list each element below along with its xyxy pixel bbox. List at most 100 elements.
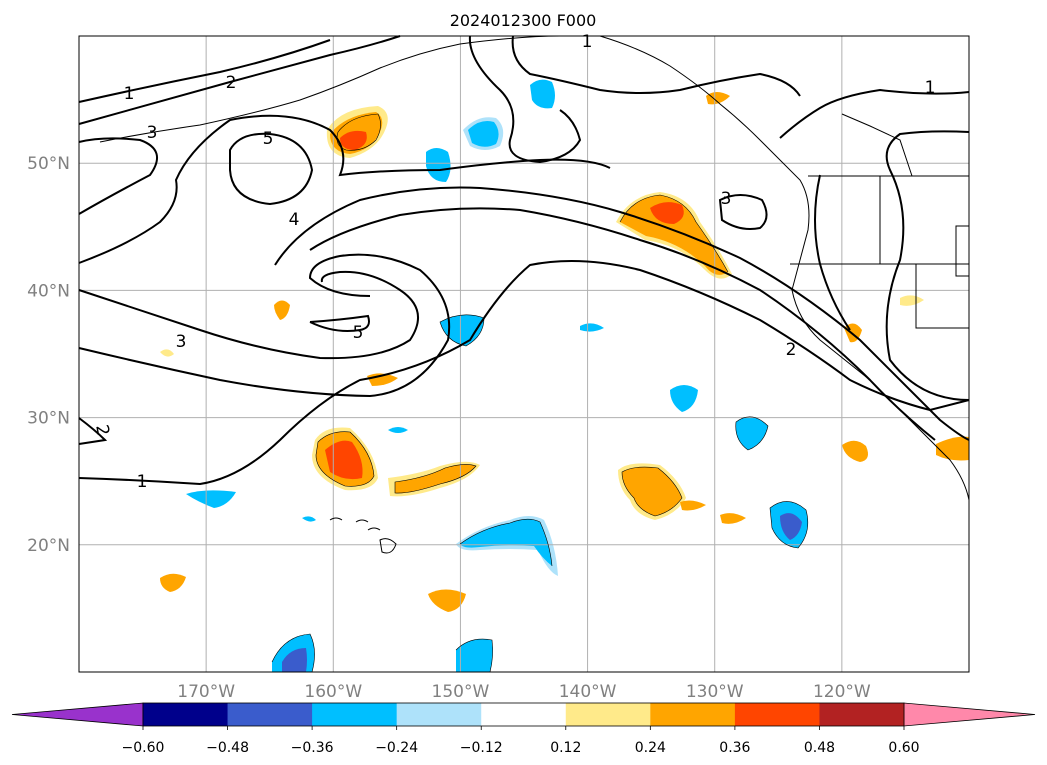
contour-line xyxy=(229,132,314,206)
contour-line xyxy=(814,174,851,331)
colorbar: −0.60 −0.48 −0.36 −0.24 −0.12 0.12 0.24 0.36 0.4… xyxy=(11,702,1036,756)
colorbar-tick-label: −0.48 xyxy=(206,740,249,756)
contour-label: 3 xyxy=(176,332,187,352)
colorbar-swatch xyxy=(312,703,398,726)
contour-label: 3 xyxy=(147,123,158,143)
contour-line xyxy=(779,88,970,139)
contour-label: 1 xyxy=(124,84,135,104)
graticule xyxy=(79,36,969,672)
cold-anomaly-patch xyxy=(186,490,236,508)
colorbar-swatch xyxy=(143,703,229,726)
longitude-label: 150°W xyxy=(432,682,490,702)
cold-anomaly-patch xyxy=(780,513,802,540)
map-plot: 1 2 3 5 4 3 5 1 2 3 2 1 1 xyxy=(78,32,970,673)
contour-line xyxy=(309,314,370,332)
map-frame xyxy=(78,35,970,673)
contour-line xyxy=(78,39,331,103)
colorbar-swatch xyxy=(481,703,567,726)
colorbar-tick-label: −0.60 xyxy=(122,740,165,756)
cold-anomaly-patch xyxy=(426,148,451,182)
warm-anomaly-patch xyxy=(160,349,174,357)
cold-anomaly-patch xyxy=(456,639,493,672)
colorbar-swatch xyxy=(227,703,313,726)
warm-anomaly-patch xyxy=(274,300,290,320)
colorbar-swatch xyxy=(819,703,905,726)
longitude-label: 160°W xyxy=(304,682,362,702)
contour-line xyxy=(309,207,936,441)
warm-anomaly-patch xyxy=(680,500,706,511)
cold-anomaly-patch xyxy=(468,121,499,147)
anomaly-outlines xyxy=(271,113,809,673)
longitude-label: 130°W xyxy=(686,682,744,702)
contour-line xyxy=(78,35,401,125)
colorbar-tick-label: 0.24 xyxy=(635,740,666,756)
warm-anomaly-patch xyxy=(842,440,868,462)
cold-anomaly-patch xyxy=(302,516,316,522)
contour-line xyxy=(885,130,970,401)
colorbar-swatch xyxy=(734,703,820,726)
colorbar-tick-label: 0.60 xyxy=(888,740,919,756)
colorbar-swatch xyxy=(650,703,736,726)
contour-label: 1 xyxy=(137,472,148,492)
colorbar-tick-label: 0.36 xyxy=(719,740,750,756)
longitude-labels: 170°W 160°W 150°W 140°W 130°W 120°W xyxy=(177,682,871,702)
contour-label: 4 xyxy=(289,210,300,230)
contour-label: 5 xyxy=(263,129,274,149)
contour-labels: 1 2 3 5 4 3 5 1 2 3 2 1 1 xyxy=(91,32,935,492)
longitude-label: 120°W xyxy=(813,682,871,702)
latitude-labels: 20°N 30°N 40°N 50°N xyxy=(27,154,70,556)
colorbar-tick-label: 0.48 xyxy=(804,740,835,756)
latitude-label: 50°N xyxy=(27,154,70,174)
cold-anomaly-patch xyxy=(460,519,552,566)
warm-anomaly-patch xyxy=(160,573,186,592)
warm-anomaly-patch xyxy=(312,427,378,491)
anomaly-shading xyxy=(160,79,969,672)
contour-label: 2 xyxy=(786,340,797,360)
colorbar-frame xyxy=(142,702,905,727)
latitude-label: 20°N xyxy=(27,536,70,556)
contour-line xyxy=(78,253,451,398)
cold-anomaly-patch xyxy=(388,427,408,433)
contour-line xyxy=(274,186,970,441)
colorbar-swatch xyxy=(396,703,482,726)
contour-lines xyxy=(78,35,970,486)
colorbar-tick-label: −0.24 xyxy=(375,740,418,756)
colorbar-tick-label: −0.12 xyxy=(460,740,503,756)
contour-label: 3 xyxy=(721,189,732,209)
longitude-label: 170°W xyxy=(177,682,235,702)
contour-line xyxy=(78,260,970,486)
contour-label: 2 xyxy=(226,73,237,93)
cold-anomaly-patch xyxy=(440,314,484,346)
contour-line xyxy=(468,35,582,164)
warm-anomaly-patch xyxy=(706,92,730,105)
contour-line xyxy=(78,270,419,360)
warm-anomaly-patch xyxy=(388,461,480,497)
contour-label: 1 xyxy=(925,78,936,98)
latitude-label: 40°N xyxy=(27,281,70,301)
colorbar-swatch xyxy=(565,703,651,726)
cold-anomaly-patch xyxy=(530,79,555,109)
warm-anomaly-patch xyxy=(720,513,746,524)
map-title: 2024012300 F000 xyxy=(450,11,597,30)
colorbar-tick-label: 0.12 xyxy=(550,740,581,756)
colorbar-tick-label: −0.36 xyxy=(291,740,334,756)
cold-anomaly-patch xyxy=(282,648,307,672)
cold-anomaly-patch xyxy=(580,323,604,332)
contour-label: 2 xyxy=(91,423,113,437)
cold-anomaly-patch xyxy=(735,416,768,450)
contour-label: 5 xyxy=(353,323,364,343)
warm-anomaly-patch xyxy=(326,106,388,158)
contour-line xyxy=(511,35,801,97)
contour-line xyxy=(78,417,108,445)
contour-line xyxy=(78,114,611,264)
contour-line xyxy=(718,194,768,230)
cold-anomaly-patch xyxy=(670,385,698,412)
longitude-label: 140°W xyxy=(559,682,617,702)
contour-line xyxy=(78,137,159,215)
latitude-label: 30°N xyxy=(27,409,70,429)
map-background xyxy=(79,36,969,672)
warm-anomaly-patch xyxy=(900,295,924,306)
colorbar-over-arrow xyxy=(903,702,1036,727)
contour-label: 1 xyxy=(582,32,593,52)
